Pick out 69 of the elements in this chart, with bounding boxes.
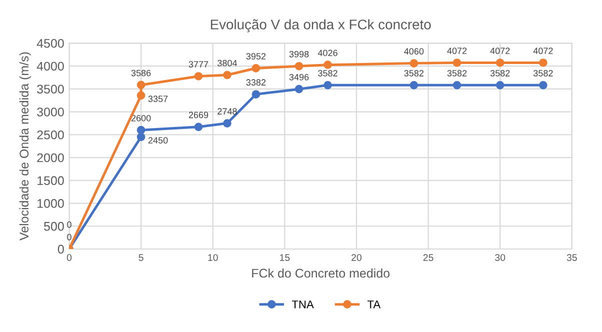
point: [223, 70, 232, 80]
data-label: 4072: [533, 48, 553, 54]
x-tick-label: 20: [352, 254, 362, 261]
x-tick-label: 30: [495, 254, 506, 261]
point: [136, 132, 146, 142]
point: [324, 80, 332, 90]
data-label: 3998: [289, 51, 309, 58]
point: [539, 58, 548, 67]
data-label: 3582: [447, 70, 467, 76]
data-label: 4026: [318, 50, 338, 56]
chart-title: Evolução V da onda x FCk concreto: [210, 19, 431, 32]
point: [136, 80, 146, 90]
data-label: 0: [67, 221, 72, 228]
point: [136, 126, 146, 134]
point: [324, 60, 332, 70]
point: [496, 80, 504, 90]
point: [452, 80, 462, 90]
x-tick-label: 10: [208, 254, 218, 261]
point: [294, 84, 304, 94]
point: [252, 64, 260, 72]
data-label: 3582: [404, 70, 424, 76]
point: [410, 59, 418, 68]
point: [539, 80, 548, 90]
data-label: 3777: [188, 61, 208, 68]
x-tick-label: 25: [423, 254, 434, 261]
point: [496, 58, 504, 67]
data-label: 3582: [318, 70, 338, 76]
data-label: 3357: [148, 96, 168, 102]
data-label: 3582: [533, 70, 553, 76]
y-tick-label: 500: [44, 222, 64, 231]
point: [410, 80, 418, 90]
y-tick-label: 1000: [38, 199, 64, 208]
point: [223, 119, 232, 128]
data-label: 0: [67, 234, 72, 240]
x-tick-label: 35: [566, 254, 577, 261]
data-label: 4072: [447, 48, 467, 54]
point: [194, 122, 203, 132]
point: [452, 58, 462, 67]
data-label: 3952: [246, 53, 266, 60]
data-label: 3586: [131, 70, 151, 76]
data-label: 2669: [188, 112, 208, 118]
data-label: 2748: [218, 108, 237, 115]
y-tick-label: 4000: [36, 62, 64, 71]
x-tick-label: 15: [280, 254, 290, 261]
data-label: 2600: [131, 114, 151, 122]
y-tick-label: 1500: [38, 176, 64, 186]
y-tick-label: 4500: [36, 38, 64, 48]
y-tick-label: 2500: [37, 130, 64, 140]
point: [252, 90, 260, 98]
x-tick-label: 0: [66, 254, 72, 261]
y-tick-label: 0: [58, 244, 64, 254]
y-tick-label: 3000: [37, 108, 64, 116]
y-tick-label: 2000: [37, 153, 64, 162]
legend-label: TA: [367, 300, 381, 308]
y-axis-title: Velocidade de Onda medida (m/s): [19, 52, 32, 241]
point: [194, 72, 203, 80]
y-tick-label: 3500: [37, 84, 64, 94]
point: [294, 62, 304, 70]
legend-label: TNA: [292, 300, 314, 308]
x-tick-label: 5: [138, 254, 144, 261]
data-label: 3804: [218, 60, 237, 66]
x-axis-title: FCk do Concreto medido: [252, 268, 390, 278]
data-label: 2450: [148, 137, 168, 144]
data-label: 4072: [490, 48, 510, 54]
point: [136, 91, 146, 100]
data-label: 3582: [490, 70, 510, 76]
data-label: 3382: [246, 79, 266, 86]
data-label: 3496: [289, 74, 309, 80]
data-label: 4060: [404, 48, 424, 55]
